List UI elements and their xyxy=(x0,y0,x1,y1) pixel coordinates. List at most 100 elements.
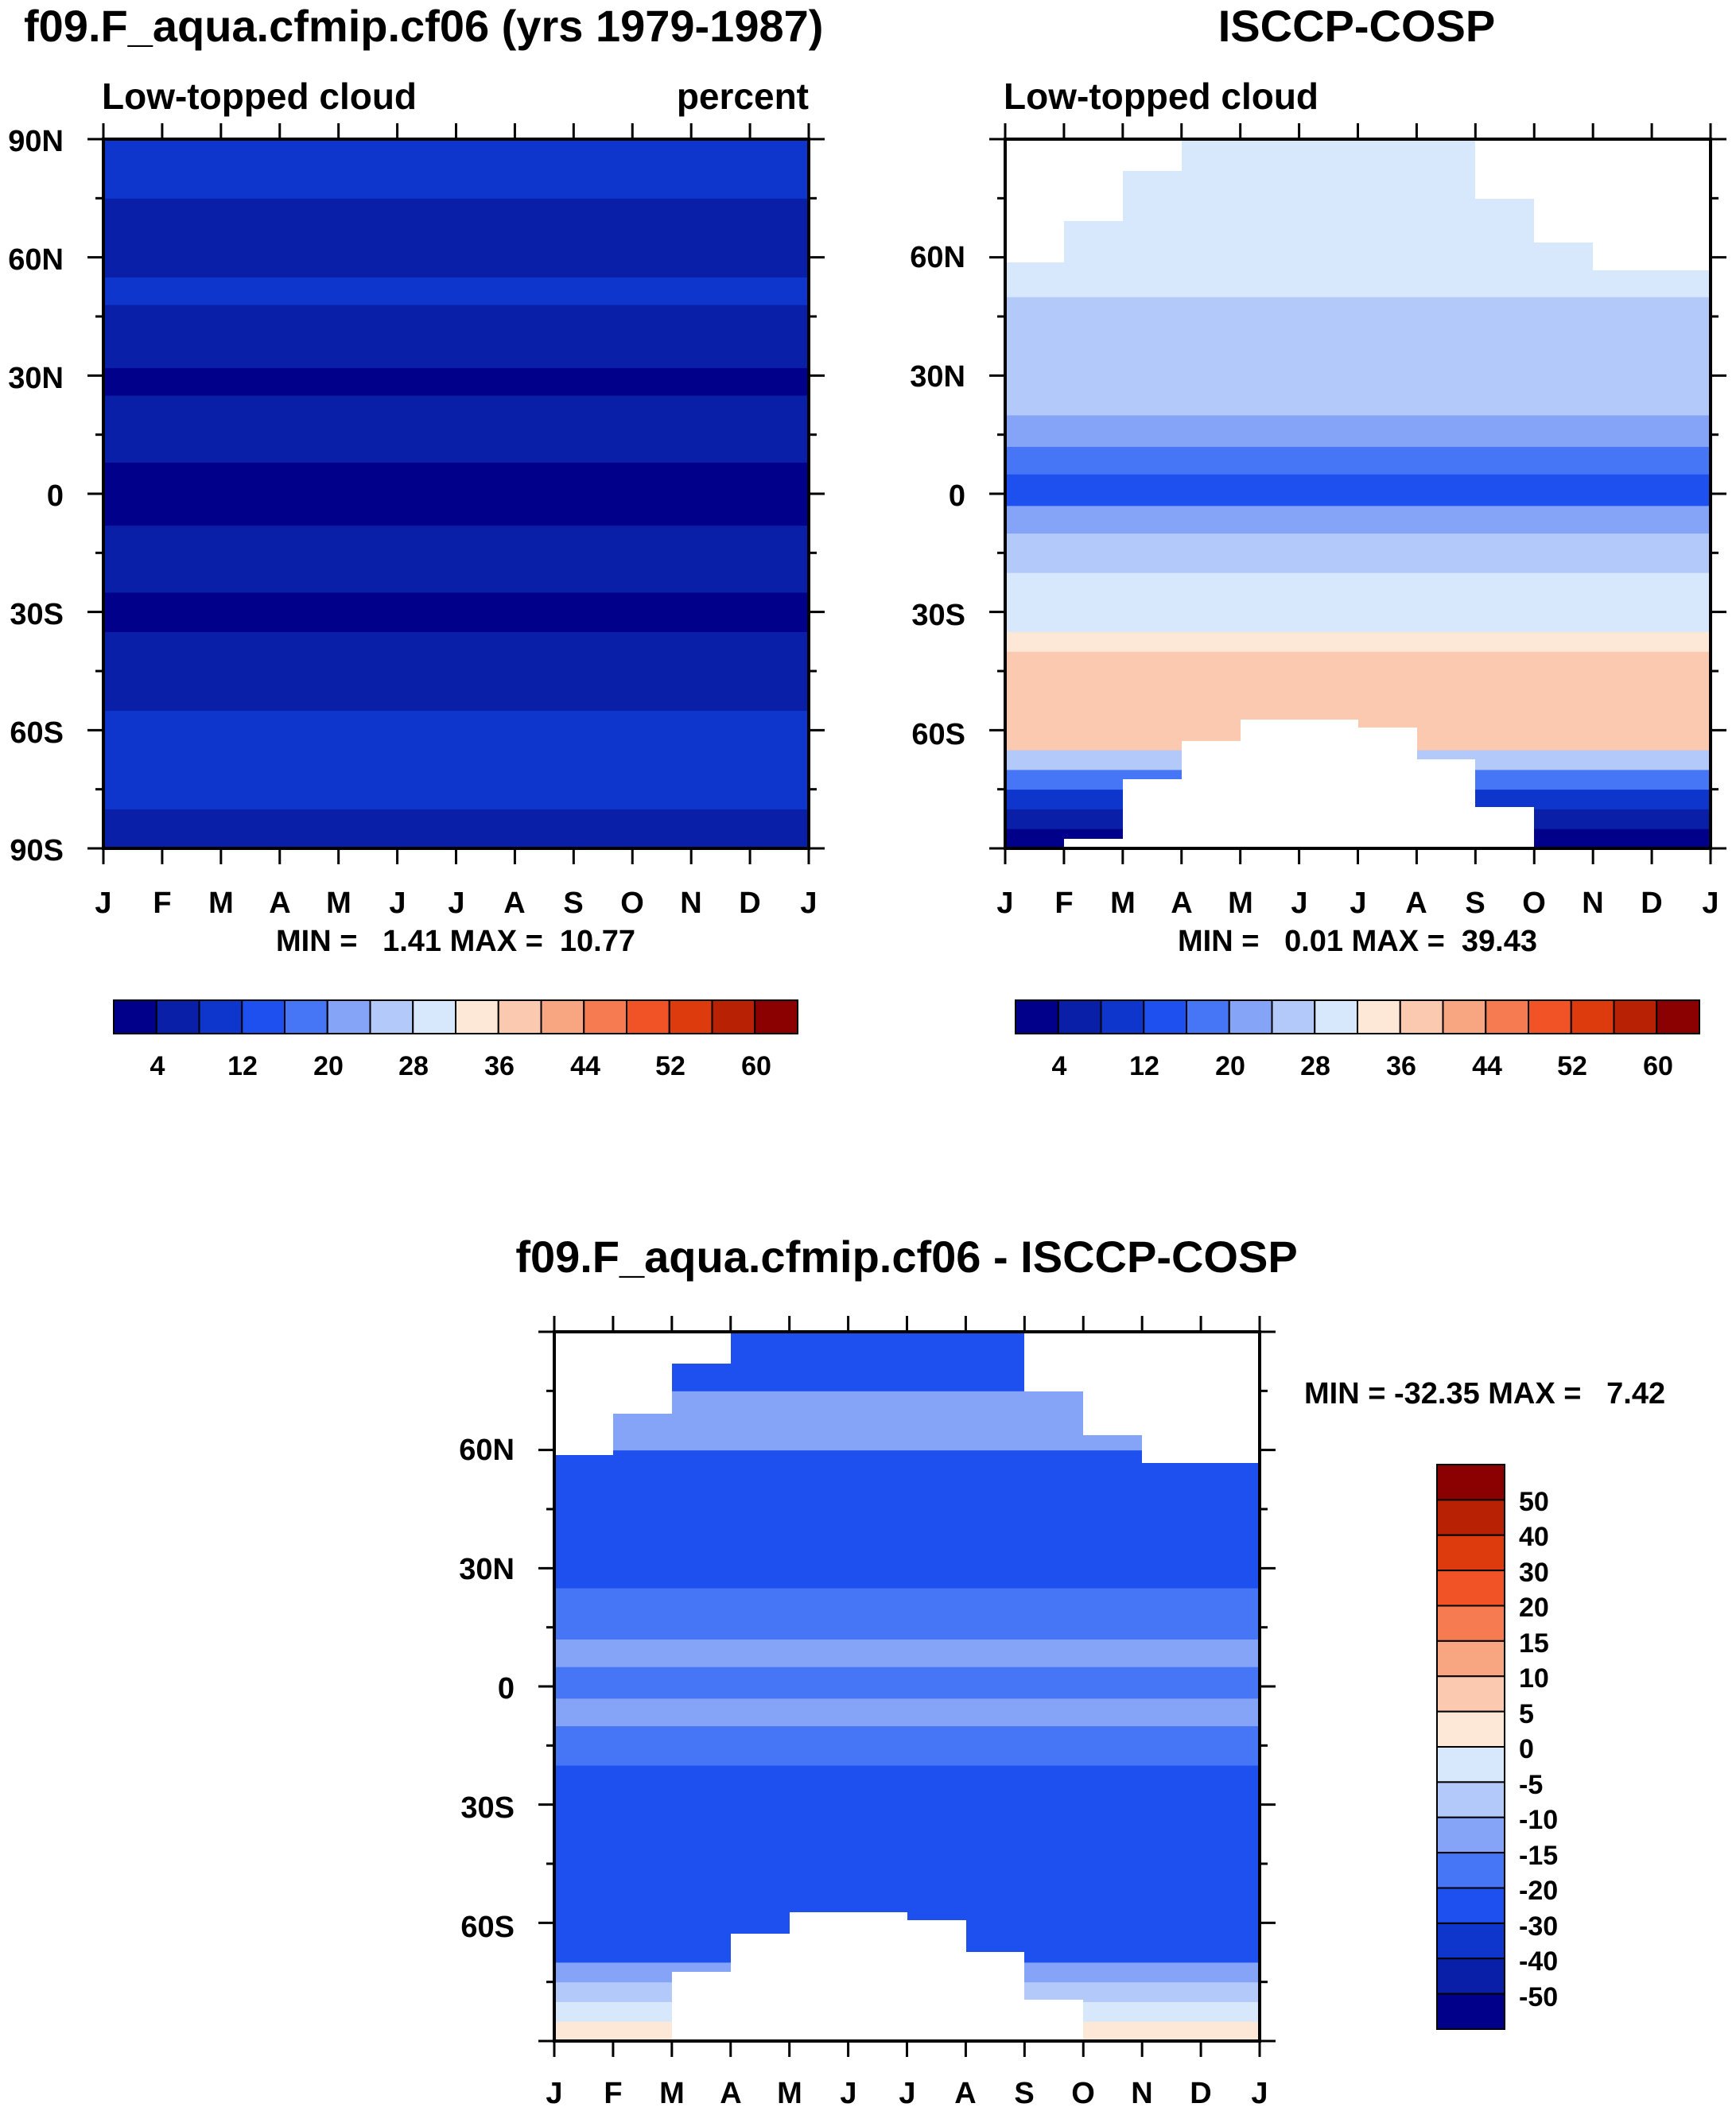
obs-xlabel-4: A xyxy=(1171,887,1192,920)
diff-cb-label-0: 0 xyxy=(1519,1734,1534,1764)
diff-xlabel-13: J xyxy=(1251,2077,1268,2110)
diff-band-8 xyxy=(554,1667,1260,1699)
obs-cb-box-5 xyxy=(1228,999,1273,1034)
diff-cb-label-m20: -20 xyxy=(1519,1876,1558,1906)
diff-colorbar-labels: 50 40 30 20 15 10 5 0 -5 -10 -15 -20 -30… xyxy=(1519,1487,1558,2012)
model-band-17 xyxy=(103,198,809,246)
model-band-15 xyxy=(103,277,809,305)
obs-ylabel-30s: 30S xyxy=(911,599,965,632)
diff-cb-box-2 xyxy=(1436,1534,1505,1572)
obs-missing-north-mask xyxy=(1005,139,1711,270)
obs-xlabel-9: S xyxy=(1465,887,1485,920)
diff-ylabel-30n: 30N xyxy=(459,1553,515,1586)
obs-band-8 xyxy=(1005,533,1711,573)
model-colorbar-labels: 4 12 20 28 36 44 52 60 xyxy=(150,1051,771,1081)
diff-cb-box-11 xyxy=(1436,1852,1505,1889)
diff-cb-box-14 xyxy=(1436,1958,1505,1995)
diff-band-12 xyxy=(554,1449,1260,1530)
obs-cb-label-4: 4 xyxy=(1052,1051,1067,1081)
diff-cb-box-9 xyxy=(1436,1781,1505,1818)
diff-cb-box-12 xyxy=(1436,1887,1505,1924)
diff-xlabel-8: A xyxy=(954,2077,976,2110)
model-cb-box-12 xyxy=(626,999,670,1034)
obs-tick-marks xyxy=(989,123,1726,864)
model-cb-label-44: 44 xyxy=(570,1051,600,1081)
model-cb-box-0 xyxy=(113,999,157,1034)
model-y-tick-labels: 90N 60N 30N 0 30S 60S 90S xyxy=(8,125,64,867)
diff-cb-box-8 xyxy=(1436,1746,1505,1783)
model-xlabel-9: S xyxy=(563,887,583,920)
diff-cb-box-6 xyxy=(1436,1675,1505,1713)
obs-cb-box-4 xyxy=(1186,999,1230,1034)
obs-xlabel-6: J xyxy=(1291,887,1307,920)
diff-band-5 xyxy=(554,1765,1260,1845)
model-cb-box-13 xyxy=(668,999,713,1034)
obs-cb-box-2 xyxy=(1100,999,1145,1034)
obs-missing-south-mask xyxy=(1064,720,1534,848)
diff-xlabel-7: J xyxy=(899,2077,915,2110)
diff-band-6 xyxy=(554,1725,1260,1766)
model-ylabel-eq: 0 xyxy=(47,479,64,513)
diff-xlabel-12: D xyxy=(1190,2077,1211,2110)
obs-cb-box-11 xyxy=(1485,999,1529,1034)
model-band-10 xyxy=(103,434,809,463)
obs-band-10 xyxy=(1005,474,1711,506)
model-colorbar xyxy=(113,999,798,1034)
obs-colorbar xyxy=(1015,999,1700,1034)
diff-cb-box-3 xyxy=(1436,1570,1505,1607)
diff-cb-label-5: 5 xyxy=(1519,1699,1534,1729)
obs-xlabel-1: J xyxy=(996,887,1013,920)
model-cb-box-15 xyxy=(754,999,798,1034)
diff-cb-label-10: 10 xyxy=(1519,1663,1549,1694)
panel-diff: f09.F_aqua.cfmip.cf06 - ISCCP-COSP 60N 3… xyxy=(459,1232,1665,2110)
model-cb-box-10 xyxy=(540,999,585,1034)
obs-band-7 xyxy=(1005,572,1711,632)
model-min-max: MIN = 1.41 MAX = 10.77 xyxy=(276,925,635,958)
model-x-tick-labels: J F M A M J J A S O N D J xyxy=(95,887,817,920)
obs-xlabel-2: F xyxy=(1054,887,1073,920)
obs-xlabel-12: D xyxy=(1641,887,1662,920)
diff-cb-label-m5: -5 xyxy=(1519,1770,1543,1800)
model-cb-box-3 xyxy=(241,999,285,1034)
obs-cb-label-52: 52 xyxy=(1557,1051,1587,1081)
obs-cb-box-0 xyxy=(1015,999,1059,1034)
model-tick-marks xyxy=(87,123,825,864)
model-band-18 xyxy=(103,139,809,199)
obs-xlabel-8: A xyxy=(1405,887,1427,920)
obs-cb-box-7 xyxy=(1314,999,1358,1034)
diff-cb-box-7 xyxy=(1436,1710,1505,1748)
obs-cb-box-3 xyxy=(1143,999,1187,1034)
model-field-bands xyxy=(103,139,809,848)
model-ylabel-90s: 90S xyxy=(10,834,64,867)
obs-cb-label-28: 28 xyxy=(1300,1051,1330,1081)
obs-cb-label-20: 20 xyxy=(1215,1051,1245,1081)
model-cb-box-9 xyxy=(497,999,542,1034)
diff-ylabel-60s: 60S xyxy=(460,1911,515,1944)
model-ylabel-30s: 30S xyxy=(10,598,64,631)
panel-obs: ISCCP-COSP Low-topped cloud 60N 30N 0 30… xyxy=(910,1,1726,1081)
model-band-8 xyxy=(103,525,809,553)
obs-cb-box-9 xyxy=(1399,999,1444,1034)
diff-xlabel-9: S xyxy=(1014,2077,1034,2110)
diff-missing-south-mask xyxy=(672,1912,1083,2041)
diff-cb-box-4 xyxy=(1436,1605,1505,1642)
model-band-12 xyxy=(103,367,809,396)
obs-x-tick-labels: J F M A M J J A S O N D J xyxy=(996,887,1719,920)
model-cb-box-14 xyxy=(711,999,756,1034)
diff-cb-label-m40: -40 xyxy=(1519,1946,1558,1977)
obs-band-14 xyxy=(1005,297,1711,357)
model-xlabel-12: D xyxy=(739,887,760,920)
model-band-6 xyxy=(103,592,809,632)
diff-xlabel-6: J xyxy=(840,2077,856,2110)
obs-cb-label-12: 12 xyxy=(1129,1051,1159,1081)
diff-ylabel-60n: 60N xyxy=(459,1434,515,1467)
diff-tick-marks xyxy=(538,1316,1276,2057)
obs-cb-box-15 xyxy=(1656,999,1700,1034)
diff-cb-label-30: 30 xyxy=(1519,1558,1549,1588)
diff-colorbar xyxy=(1436,1464,1505,2030)
obs-cb-box-8 xyxy=(1357,999,1401,1034)
model-ylabel-60n: 60N xyxy=(8,243,64,277)
model-cb-label-60: 60 xyxy=(741,1051,771,1081)
diff-xlabel-4: A xyxy=(720,2077,741,2110)
